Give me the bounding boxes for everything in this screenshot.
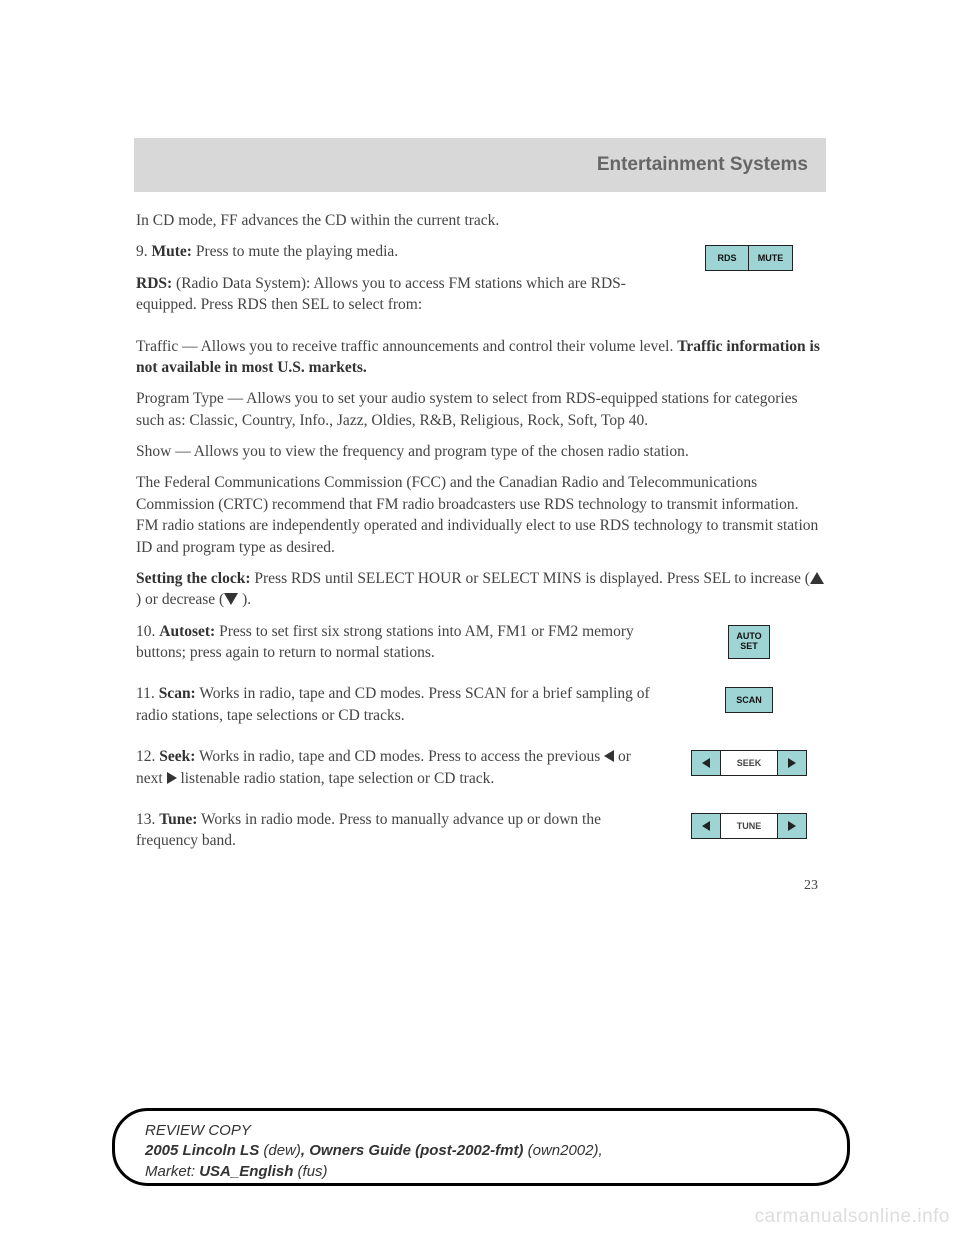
rds-label: RDS: [136, 275, 172, 292]
scan-button: SCAN [725, 687, 773, 713]
paragraph-cd: In CD mode, FF advances the CD within th… [136, 210, 824, 231]
section-header: Entertainment Systems [134, 138, 826, 192]
item-12-row: 12. Seek: Works in radio, tape and CD mo… [136, 746, 824, 799]
seek-button-group: SEEK [691, 750, 807, 776]
footer-vehicle: 2005 Lincoln LS [145, 1142, 263, 1159]
footer-fus: (fus) [298, 1163, 328, 1180]
seek-right-button [777, 750, 807, 776]
footer-guide: Owners Guide (post-2002-fmt) [309, 1142, 527, 1159]
item-9-row: 9. Mute: Press to mute the playing media… [136, 241, 824, 325]
item-12-label: Seek: [159, 748, 195, 765]
footer-line-2: 2005 Lincoln LS (dew), Owners Guide (pos… [145, 1141, 817, 1161]
seek-left-arrow-icon [702, 758, 710, 768]
item-12-num: 12. [136, 748, 159, 765]
footer-market-val: USA_English [199, 1163, 297, 1180]
clock-label: Setting the clock: [136, 570, 251, 587]
item-11-desc: Works in radio, tape and CD modes. Press… [136, 685, 650, 723]
scan-graphic: SCAN [674, 683, 824, 713]
autoset-graphic: AUTO SET [674, 621, 824, 659]
watermark: carmanualsonline.info [755, 1206, 950, 1228]
tune-button-group: TUNE [691, 813, 807, 839]
item-12-desc-1: Works in radio, tape and CD modes. Press… [195, 748, 604, 765]
tune-right-button [777, 813, 807, 839]
item-13-num: 13. [136, 811, 159, 828]
item-12-text: 12. Seek: Works in radio, tape and CD mo… [136, 746, 650, 799]
tune-left-button [691, 813, 721, 839]
item-9-text: 9. Mute: Press to mute the playing media… [136, 241, 650, 325]
footer-market-label: Market: [145, 1163, 199, 1180]
traffic-text: Traffic — Allows you to receive traffic … [136, 338, 677, 355]
item-10-text: 10. Autoset: Press to set first six stro… [136, 621, 650, 674]
item-11-label: Scan: [159, 685, 196, 702]
footer-own: (own2002), [528, 1142, 603, 1159]
item-9-num: 9. [136, 243, 152, 260]
paragraph-fcc: The Federal Communications Commission (F… [136, 472, 824, 558]
triangle-down-icon [224, 593, 238, 605]
tune-label: TUNE [721, 813, 777, 839]
item-10-row: 10. Autoset: Press to set first six stro… [136, 621, 824, 674]
paragraph-show: Show — Allows you to view the frequency … [136, 441, 824, 462]
item-13-desc: Works in radio mode. Press to manually a… [136, 811, 601, 849]
item-9-label: Mute: [152, 243, 192, 260]
rds-desc: (Radio Data System): Allows you to acces… [136, 275, 626, 313]
footer-box: REVIEW COPY 2005 Lincoln LS (dew), Owner… [112, 1108, 850, 1186]
footer-comma: , [301, 1142, 309, 1159]
footer-dew: (dew) [263, 1142, 301, 1159]
rds-mute-button-group: RDS MUTE [705, 245, 793, 271]
item-11-row: 11. Scan: Works in radio, tape and CD mo… [136, 683, 824, 736]
rds-button: RDS [705, 245, 749, 271]
clock-text-2: ) or decrease ( [136, 591, 224, 608]
clock-text-3: ). [238, 591, 251, 608]
paragraph-program-type: Program Type — Allows you to set your au… [136, 388, 824, 431]
paragraph-traffic: Traffic — Allows you to receive traffic … [136, 336, 824, 379]
triangle-right-icon [167, 772, 177, 784]
autoset-line2: SET [740, 642, 758, 652]
item-13-label: Tune: [159, 811, 197, 828]
item-10-label: Autoset: [159, 623, 215, 640]
item-11-num: 11. [136, 685, 159, 702]
triangle-up-icon [810, 572, 824, 584]
item-13-row: 13. Tune: Works in radio mode. Press to … [136, 809, 824, 862]
mute-button: MUTE [749, 245, 793, 271]
rds-mute-graphic: RDS MUTE [674, 241, 824, 271]
body-content: In CD mode, FF advances the CD within th… [134, 210, 826, 895]
item-9-desc: Press to mute the playing media. [192, 243, 398, 260]
section-title: Entertainment Systems [597, 154, 808, 176]
item-13-text: 13. Tune: Works in radio mode. Press to … [136, 809, 650, 862]
triangle-left-icon [604, 750, 614, 762]
seek-left-button [691, 750, 721, 776]
clock-text-1: Press RDS until SELECT HOUR or SELECT MI… [251, 570, 810, 587]
page-container: Entertainment Systems In CD mode, FF adv… [134, 138, 826, 895]
item-10-num: 10. [136, 623, 159, 640]
tune-right-arrow-icon [788, 821, 796, 831]
seek-graphic: SEEK [674, 746, 824, 776]
footer-line-1: REVIEW COPY [145, 1121, 817, 1141]
paragraph-clock: Setting the clock: Press RDS until SELEC… [136, 568, 824, 611]
seek-right-arrow-icon [788, 758, 796, 768]
autoset-button: AUTO SET [728, 625, 770, 659]
seek-label: SEEK [721, 750, 777, 776]
page-number: 23 [136, 876, 824, 895]
item-12-desc-3: listenable radio station, tape selection… [177, 770, 495, 787]
tune-graphic: TUNE [674, 809, 824, 839]
footer-line-3: Market: USA_English (fus) [145, 1162, 817, 1182]
item-11-text: 11. Scan: Works in radio, tape and CD mo… [136, 683, 650, 736]
tune-left-arrow-icon [702, 821, 710, 831]
